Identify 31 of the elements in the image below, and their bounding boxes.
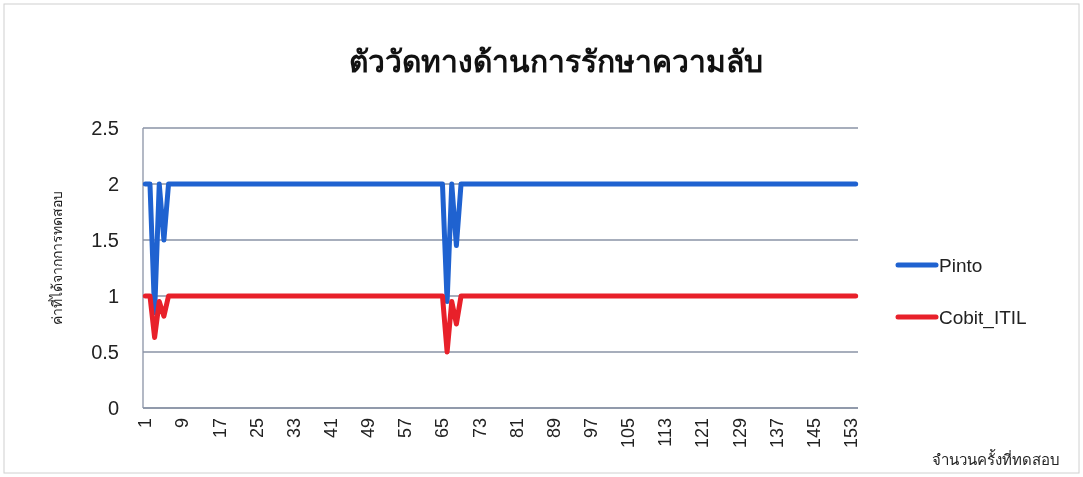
x-tick-label: 17 [209, 418, 230, 439]
x-tick-label: 25 [246, 418, 267, 439]
x-tick-label: 105 [618, 418, 639, 449]
x-tick-label: 9 [172, 418, 193, 429]
x-tick-label: 113 [655, 418, 676, 447]
x-tick-label: 145 [803, 418, 824, 449]
x-tick-label: 129 [729, 418, 750, 449]
x-tick-label: 57 [395, 418, 416, 439]
x-tick-label: 41 [321, 418, 342, 439]
legend-label: Cobit_ITIL [939, 307, 1027, 329]
y-tick-label: 0 [107, 397, 119, 419]
x-tick-label: 49 [358, 418, 379, 439]
y-tick-label: 1.5 [91, 229, 119, 251]
y-tick-label: 1 [107, 285, 119, 307]
legend-label: Pinto [939, 255, 983, 276]
y-tick-label: 2 [107, 173, 119, 195]
x-axis-title: จำนวนครั้งที่ทดสอบ [932, 449, 1060, 468]
x-tick-label: 81 [506, 418, 527, 439]
x-tick-label: 1 [135, 418, 156, 429]
x-tick-label: 65 [432, 418, 453, 439]
x-tick-label: 73 [469, 418, 490, 439]
chart-title: ตัววัดทางด้านการรักษาความลับ [348, 45, 763, 78]
x-tick-label: 89 [543, 418, 564, 439]
x-tick-label: 97 [581, 418, 602, 439]
y-tick-label: 2.5 [91, 117, 119, 139]
x-tick-label: 121 [692, 418, 713, 449]
x-tick-label: 153 [841, 418, 862, 449]
y-axis-title: ค่าที่ได้จากการทดสอบ [48, 191, 65, 325]
x-tick-label: 137 [766, 418, 787, 449]
y-tick-label: 0.5 [91, 341, 119, 363]
x-tick-label: 33 [283, 418, 304, 439]
